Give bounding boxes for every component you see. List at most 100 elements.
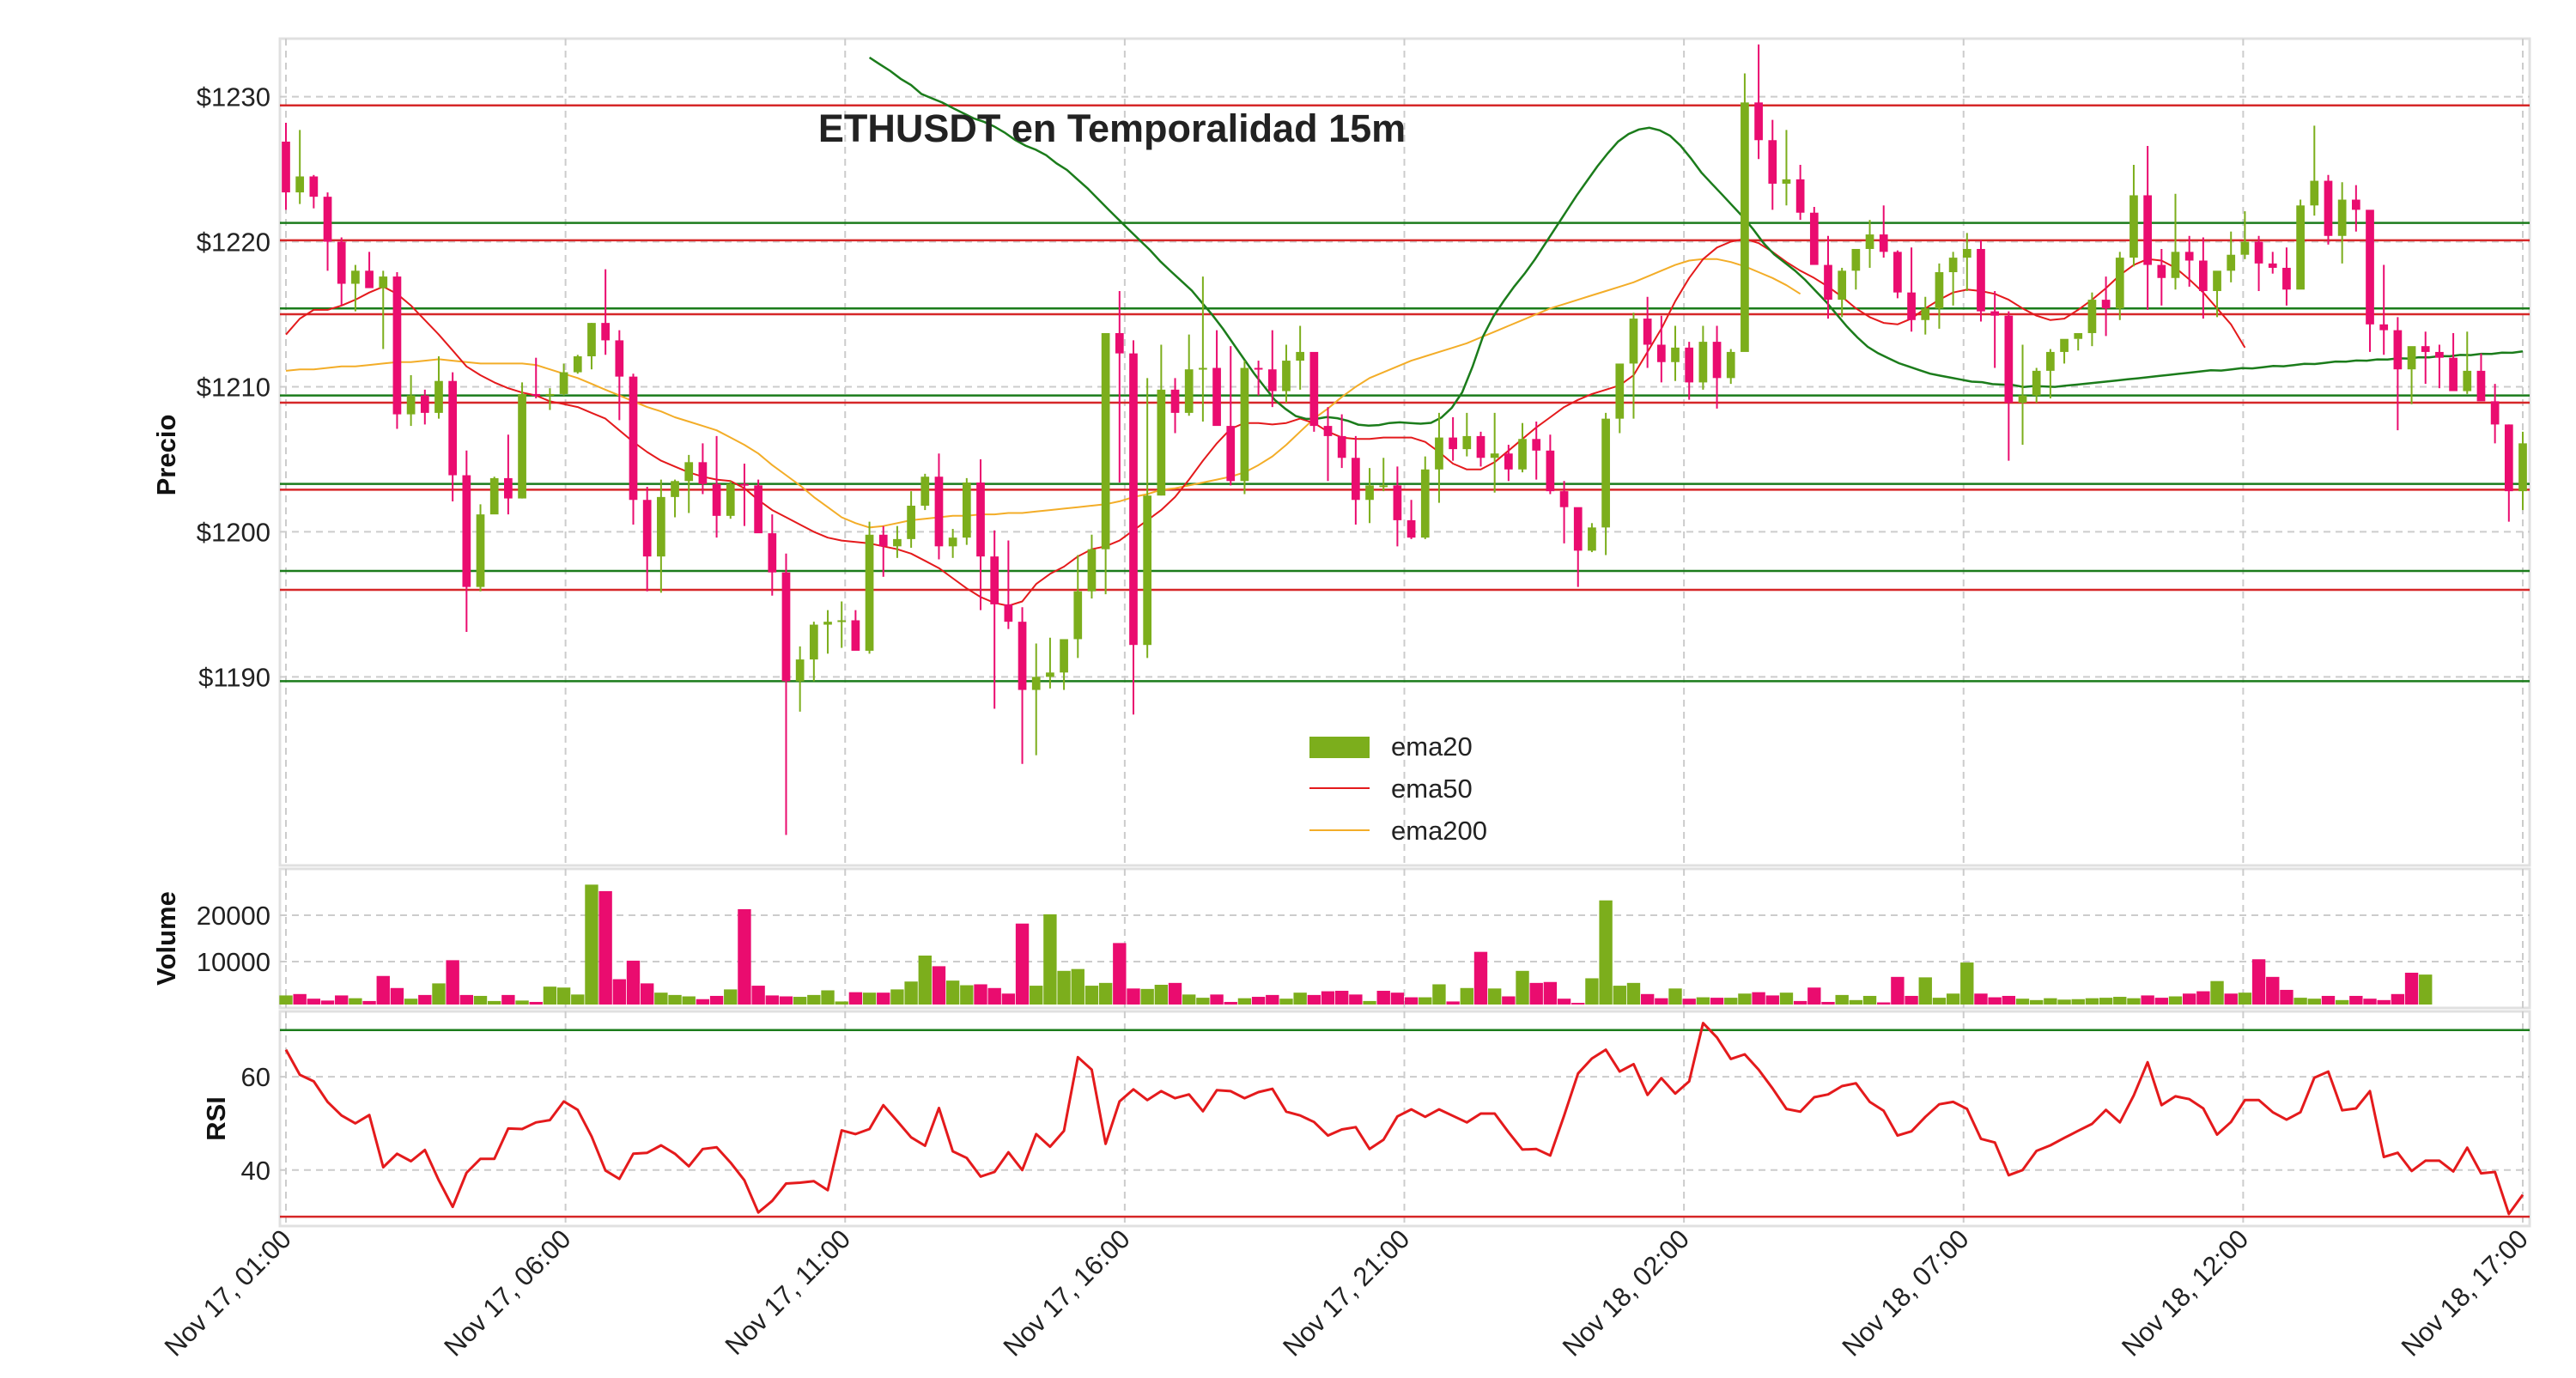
candle-body	[1421, 470, 1430, 537]
candle-body	[740, 484, 749, 486]
volume-bar	[1057, 971, 1070, 1005]
candle-body	[351, 270, 360, 283]
volume-bar	[488, 1001, 501, 1005]
volume-bar	[1502, 997, 1515, 1005]
candle-body	[1990, 312, 1999, 316]
candle-body	[1379, 485, 1388, 487]
candle-body	[935, 477, 944, 546]
candle-body	[337, 242, 346, 284]
candle-body	[1880, 234, 1888, 252]
volume-bar	[1169, 983, 1182, 1005]
volume-bar	[2391, 994, 2404, 1005]
candle-body	[1838, 270, 1846, 300]
volume-bar	[1432, 984, 1445, 1005]
candle-body	[796, 659, 805, 681]
candle-body	[699, 462, 708, 483]
candle-body	[2296, 205, 2305, 289]
volume-bar	[1016, 924, 1029, 1005]
volume-bar	[293, 994, 306, 1005]
candle-body	[2102, 300, 2111, 308]
volume-bar	[349, 999, 361, 1005]
candle-body	[504, 478, 513, 499]
candle-body	[1713, 342, 1722, 378]
volume-bar	[710, 996, 723, 1005]
candle-body	[1477, 436, 1485, 458]
volume-bar	[2057, 999, 2070, 1005]
candle-body	[310, 177, 319, 197]
chart-title: ETHUSDT en Temporalidad 15m	[818, 106, 1406, 150]
volume-bar	[2322, 996, 2335, 1005]
price-tick-label: $1190	[198, 662, 270, 692]
rsi-panel: 4060 RSI	[201, 1011, 2530, 1226]
candle-body	[1685, 348, 1693, 383]
candle-body	[477, 514, 485, 586]
volume-bar	[1863, 996, 1876, 1005]
candle-body	[560, 373, 568, 394]
volume-bar	[738, 909, 750, 1005]
volume-bar	[432, 983, 445, 1005]
candle-body	[1324, 426, 1333, 436]
candle-body	[2408, 346, 2416, 369]
volume-bar	[335, 995, 348, 1005]
volume-ylabel: Volume	[151, 891, 181, 986]
candle-body	[879, 535, 888, 547]
candle-body	[1226, 426, 1235, 481]
volume-bar	[1030, 986, 1042, 1005]
candle-body	[2379, 325, 2388, 331]
volume-bar	[2127, 999, 2140, 1005]
candle-body	[1588, 527, 1596, 550]
volume-bar	[2225, 993, 2238, 1005]
volume-bar	[2210, 981, 2223, 1005]
candle-body	[1365, 485, 1374, 500]
legend-swatch-ema20	[1309, 737, 1370, 758]
volume-bar	[362, 1001, 375, 1005]
volume-bar	[2169, 997, 2182, 1005]
candle-body	[1783, 179, 1791, 184]
candle-body	[1143, 495, 1151, 645]
volume-bar	[1140, 989, 1153, 1005]
volume-bar	[1988, 998, 2001, 1005]
candle-body	[1741, 102, 1749, 352]
candle-body	[949, 537, 957, 546]
candle-body	[1518, 439, 1527, 469]
volume-bar	[2044, 999, 2057, 1005]
volume-bar	[544, 986, 556, 1005]
candle-body	[2435, 352, 2444, 358]
volume-bar	[751, 986, 764, 1005]
volume-bar	[2405, 973, 2418, 1005]
candle-body	[1921, 308, 1929, 320]
volume-bar	[2086, 999, 2099, 1005]
candle-body	[295, 177, 304, 193]
price-tick-label: $1210	[197, 372, 270, 402]
candle-body	[574, 356, 582, 373]
volume-bar	[2030, 1000, 2043, 1005]
candle-body	[1643, 319, 1652, 344]
candle-body	[1893, 252, 1902, 292]
volume-bar	[1293, 993, 1306, 1005]
rsi-ylabel: RSI	[201, 1096, 231, 1141]
candle-body	[726, 484, 735, 516]
candle-body	[2269, 264, 2277, 268]
candle-body	[2477, 371, 2486, 401]
volume-bar	[793, 997, 806, 1005]
volume-bar	[1724, 998, 1737, 1005]
candle-body	[2129, 195, 2138, 258]
volume-bar	[1905, 996, 1917, 1005]
volume-bar	[1974, 993, 1987, 1005]
volume-bar	[807, 995, 820, 1005]
candle-body	[2491, 401, 2500, 424]
volume-bar	[404, 999, 417, 1005]
volume-bar	[530, 1002, 543, 1005]
volume-bar	[946, 980, 959, 1005]
volume-bar	[460, 995, 473, 1005]
candle-body	[1268, 369, 1277, 391]
candle-body	[852, 620, 860, 650]
candle-body	[2213, 270, 2221, 291]
candle-body	[1907, 293, 1916, 320]
candle-body	[587, 323, 596, 356]
candle-body	[1157, 390, 1165, 495]
volume-bar	[474, 996, 487, 1005]
volume-bar	[1461, 988, 1473, 1005]
volume-bar	[2363, 999, 2376, 1005]
volume-bar	[933, 966, 945, 1005]
